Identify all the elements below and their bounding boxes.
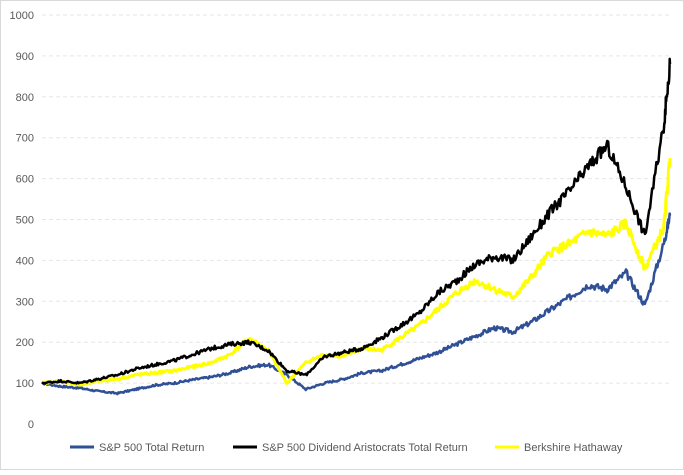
legend: S&P 500 Total Return S&P 500 Dividend Ari… [70,442,623,454]
y-axis-tick-labels: 0 100 200 300 400 500 600 700 800 900 1000 [10,10,34,431]
legend-label: Berkshire Hathaway [524,442,623,454]
y-tick-label: 900 [16,51,34,63]
legend-label: S&P 500 Total Return [99,442,204,454]
y-tick-label: 300 [16,296,34,308]
y-tick-label: 200 [16,337,34,349]
y-tick-label: 600 [16,174,34,186]
y-tick-label: 500 [16,215,34,227]
y-tick-label: 400 [16,255,34,267]
series-line-3 [41,158,672,387]
legend-label: S&P 500 Dividend Aristocrats Total Retur… [262,442,468,454]
y-tick-label: 100 [16,378,34,390]
series-line-2 [41,57,672,385]
series-line-1 [41,212,672,396]
y-tick-label: 700 [16,133,34,145]
y-tick-label: 0 [28,419,34,431]
y-tick-label: 1000 [10,10,34,22]
series-lines [41,57,672,396]
y-tick-label: 800 [16,92,34,104]
